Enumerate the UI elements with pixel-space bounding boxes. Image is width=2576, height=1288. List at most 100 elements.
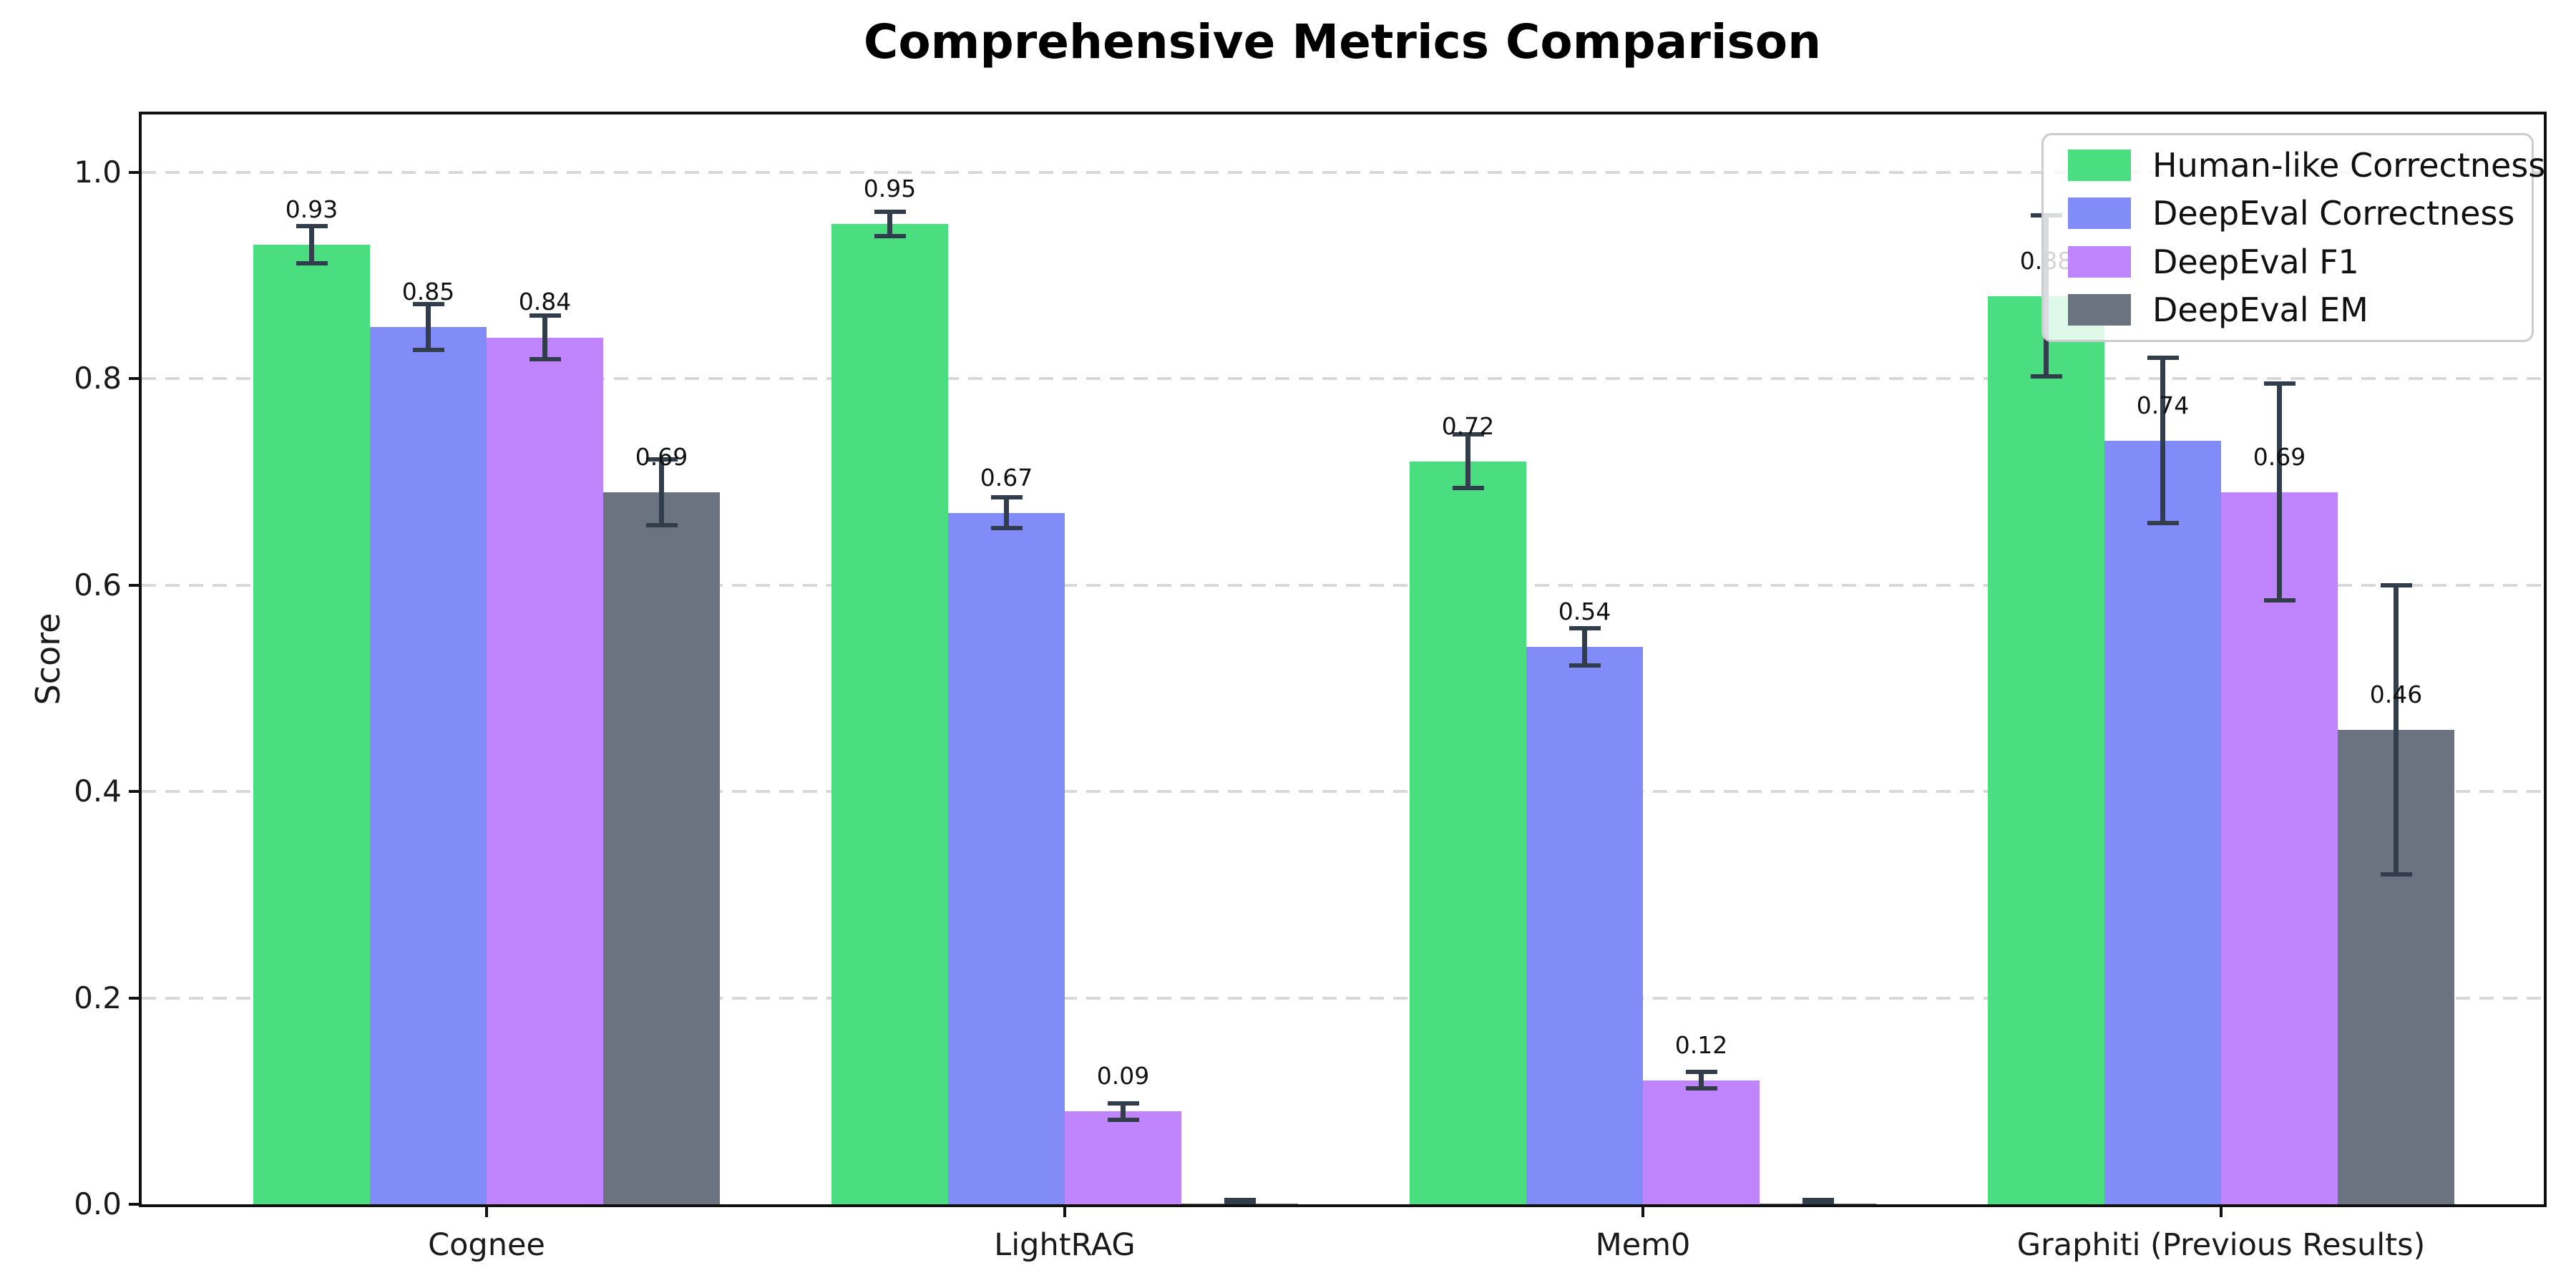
legend-label: DeepEval F1 [2152, 242, 2359, 281]
bar-human-like-correctness [253, 244, 370, 1204]
error-bar-line [1121, 1103, 1126, 1120]
legend-swatch [2068, 245, 2131, 278]
error-bar-line [887, 211, 892, 237]
error-bar-line [1582, 628, 1587, 666]
bar-value-label: 0.67 [980, 463, 1033, 492]
error-bar-line [659, 459, 664, 526]
chart-title: Comprehensive Metrics Comparison [863, 14, 1822, 69]
y-tick-label: 0.8 [74, 361, 122, 396]
x-tick-mark [1063, 1207, 1066, 1217]
x-tick-label: Cognee [428, 1227, 545, 1263]
legend: Human-like Correctness DeepEval Correctne… [2041, 133, 2545, 342]
error-bar-cap-top [2147, 356, 2179, 361]
error-bar-cap-top [412, 302, 444, 307]
error-bar-cap-top [1685, 1070, 1717, 1075]
legend-label: DeepEval EM [2152, 291, 2368, 330]
bar-value-label: 0.46 [2369, 680, 2423, 708]
bar-deepeval-correctness [370, 327, 487, 1204]
x-tick-label: Mem0 [1595, 1227, 1691, 1263]
error-bar-cap-bottom [2380, 872, 2412, 877]
error-bar-cap-top [296, 223, 328, 228]
error-bar-cap-top [2263, 381, 2296, 386]
error-bar-line [1699, 1072, 1704, 1089]
grid-line [142, 996, 2544, 1000]
bar-value-label: 0.95 [863, 174, 917, 203]
error-bar-line [1004, 497, 1009, 529]
y-tick-mark [129, 996, 139, 1000]
y-tick-label: 0.0 [74, 1186, 122, 1221]
error-bar-line [2277, 384, 2282, 601]
legend-label: Human-like Correctness [2152, 145, 2546, 185]
y-tick-mark [129, 583, 139, 587]
error-bar-cap-top [990, 495, 1023, 500]
error-bar-cap-bottom [1224, 1200, 1256, 1204]
error-bar-line [542, 316, 547, 359]
legend-item: DeepEval EM [2044, 291, 2532, 329]
bar-deepeval-correctness [2104, 440, 2221, 1204]
error-bar-line [2394, 585, 2399, 874]
legend-swatch [2068, 197, 2131, 230]
error-bar-cap-top [874, 209, 906, 214]
bar-value-label: 0.85 [401, 278, 455, 306]
error-bar-cap-bottom [2147, 521, 2179, 526]
error-bar-cap-top [1568, 626, 1601, 631]
bar-deepeval-correctness [948, 512, 1065, 1204]
error-bar-line [426, 304, 431, 350]
bar-value-label: 0.69 [2253, 442, 2306, 471]
error-bar-cap-bottom [296, 260, 328, 265]
y-tick-label: 0.2 [74, 980, 122, 1015]
grid-line [142, 790, 2544, 794]
error-bar-cap-bottom [2263, 598, 2296, 603]
y-tick-mark [129, 377, 139, 381]
legend-item: DeepEval F1 [2044, 243, 2532, 281]
legend-item: DeepEval Correctness [2044, 194, 2532, 233]
x-tick-mark [1641, 1207, 1644, 1217]
legend-swatch [2068, 294, 2131, 326]
bar-value-label: 0.74 [2136, 391, 2190, 419]
bar-deepeval-correctness [1526, 647, 1643, 1204]
x-tick-label: LightRAG [994, 1227, 1136, 1263]
bar-deepeval-em [603, 492, 720, 1204]
y-tick-mark [129, 170, 139, 174]
y-tick-mark [129, 1203, 139, 1206]
error-bar-cap-bottom [1452, 486, 1484, 491]
bar-human-like-correctness [1988, 296, 2104, 1204]
x-tick-label: Graphiti (Previous Results) [2016, 1227, 2426, 1263]
error-bar-line [1465, 434, 1470, 489]
error-bar-cap-top [529, 313, 561, 318]
error-bar-cap-bottom [1107, 1117, 1139, 1122]
error-bar-cap-bottom [529, 356, 561, 361]
error-bar-cap-top [645, 457, 678, 462]
bar-value-label: 0.84 [518, 288, 572, 316]
plot-inner: 0.930.950.720.880.850.670.540.740.840.09… [142, 114, 2544, 1204]
error-bar-cap-bottom [1802, 1200, 1834, 1204]
bar-value-label: 0.09 [1096, 1062, 1150, 1091]
bar-human-like-correctness [831, 223, 948, 1204]
bar-deepeval-f1 [487, 337, 603, 1204]
bar-deepeval-f1 [1643, 1080, 1760, 1204]
error-bar-line [309, 225, 314, 263]
bar-deepeval-f1 [1065, 1111, 1181, 1204]
bar-deepeval-f1 [2221, 492, 2338, 1204]
x-tick-mark [485, 1207, 488, 1217]
y-tick-label: 0.6 [74, 567, 122, 602]
error-bar-cap-bottom [2030, 374, 2062, 379]
bar-human-like-correctness [1410, 461, 1526, 1204]
bar-value-label: 0.54 [1558, 597, 1611, 626]
grid-line [142, 377, 2544, 381]
grid-line [142, 170, 2544, 174]
error-bar-cap-bottom [1568, 663, 1601, 668]
y-tick-mark [129, 790, 139, 794]
error-bar-cap-bottom [412, 347, 444, 352]
error-bar-cap-top [1107, 1101, 1139, 1106]
y-tick-label: 0.4 [74, 774, 122, 809]
bar-value-label: 0.93 [285, 195, 338, 223]
error-bar-cap-top [2380, 582, 2412, 587]
x-tick-mark [2220, 1207, 2223, 1217]
grid-line [142, 583, 2544, 587]
error-bar-cap-bottom [874, 234, 906, 239]
bar-value-label: 0.72 [1441, 411, 1495, 440]
y-tick-label: 1.0 [74, 154, 122, 190]
error-bar-cap-top [1452, 432, 1484, 437]
